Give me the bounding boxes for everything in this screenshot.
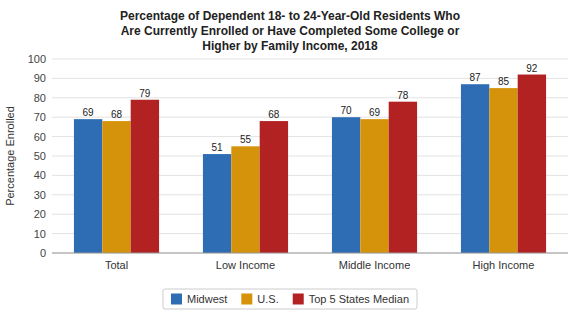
x-axis-line: [52, 253, 568, 254]
data-label: 92: [526, 63, 538, 74]
y-tick-label: 60: [34, 131, 46, 143]
bar: [231, 146, 259, 253]
y-tick-label: 0: [40, 247, 46, 259]
legend-swatch: [171, 294, 182, 305]
x-tick-label: Middle Income: [339, 259, 411, 271]
x-tick-label: High Income: [473, 259, 535, 271]
data-label: 69: [83, 107, 95, 118]
data-labels: 69 51 70 87 68 55 69 85 79 68 78 92: [83, 63, 538, 154]
data-label: 69: [369, 107, 381, 118]
title-line: Percentage of Dependent 18- to 24-Year-O…: [120, 9, 460, 23]
chart: Percentage of Dependent 18- to 24-Year-O…: [0, 0, 580, 317]
data-label: 68: [268, 109, 280, 120]
grid-line: [52, 59, 568, 60]
data-label: 68: [111, 109, 123, 120]
bar: [260, 121, 288, 253]
bar: [518, 75, 546, 253]
data-label: 70: [341, 105, 353, 116]
y-tick-label: 20: [34, 208, 46, 220]
bar: [131, 100, 159, 253]
bar: [461, 84, 489, 253]
grid-line: [52, 78, 568, 79]
legend-swatch: [293, 294, 304, 305]
y-axis-label: Percentage Enrolled: [4, 106, 16, 206]
bar: [489, 88, 517, 253]
legend: Midwest U.S. Top 5 States Median: [163, 289, 417, 309]
bar: [360, 119, 388, 253]
x-tick-label: Total: [105, 259, 128, 271]
y-tick-label: 40: [34, 169, 46, 181]
bar: [389, 102, 417, 253]
data-label: 78: [397, 90, 409, 101]
bar: [332, 117, 360, 253]
y-tick-label: 30: [34, 189, 46, 201]
grid-line: [52, 253, 568, 254]
legend-label: Midwest: [187, 293, 227, 305]
y-tick-label: 10: [34, 228, 46, 240]
bar: [203, 154, 231, 253]
data-label: 79: [139, 88, 151, 99]
chart-title: Percentage of Dependent 18- to 24-Year-O…: [120, 9, 460, 53]
bar: [102, 121, 130, 253]
y-tick-label: 50: [34, 150, 46, 162]
legend-frame: [163, 289, 417, 309]
bars: [74, 75, 546, 253]
title-line: Are Currently Enrolled or Have Completed…: [121, 24, 460, 38]
bar: [74, 119, 102, 253]
y-tick-label: 90: [34, 72, 46, 84]
y-tick-label: 80: [34, 92, 46, 104]
title-line: Higher by Family Income, 2018: [202, 39, 378, 53]
legend-label: U.S.: [257, 293, 278, 305]
x-tick-label: Low Income: [216, 259, 275, 271]
legend-label: Top 5 States Median: [309, 293, 409, 305]
y-tick-label: 70: [34, 111, 46, 123]
y-tick-label: 100: [28, 53, 46, 65]
data-label: 51: [212, 142, 224, 153]
data-label: 85: [498, 76, 510, 87]
data-label: 55: [240, 134, 252, 145]
legend-swatch: [241, 294, 252, 305]
data-label: 87: [470, 72, 482, 83]
grid: [52, 59, 568, 253]
